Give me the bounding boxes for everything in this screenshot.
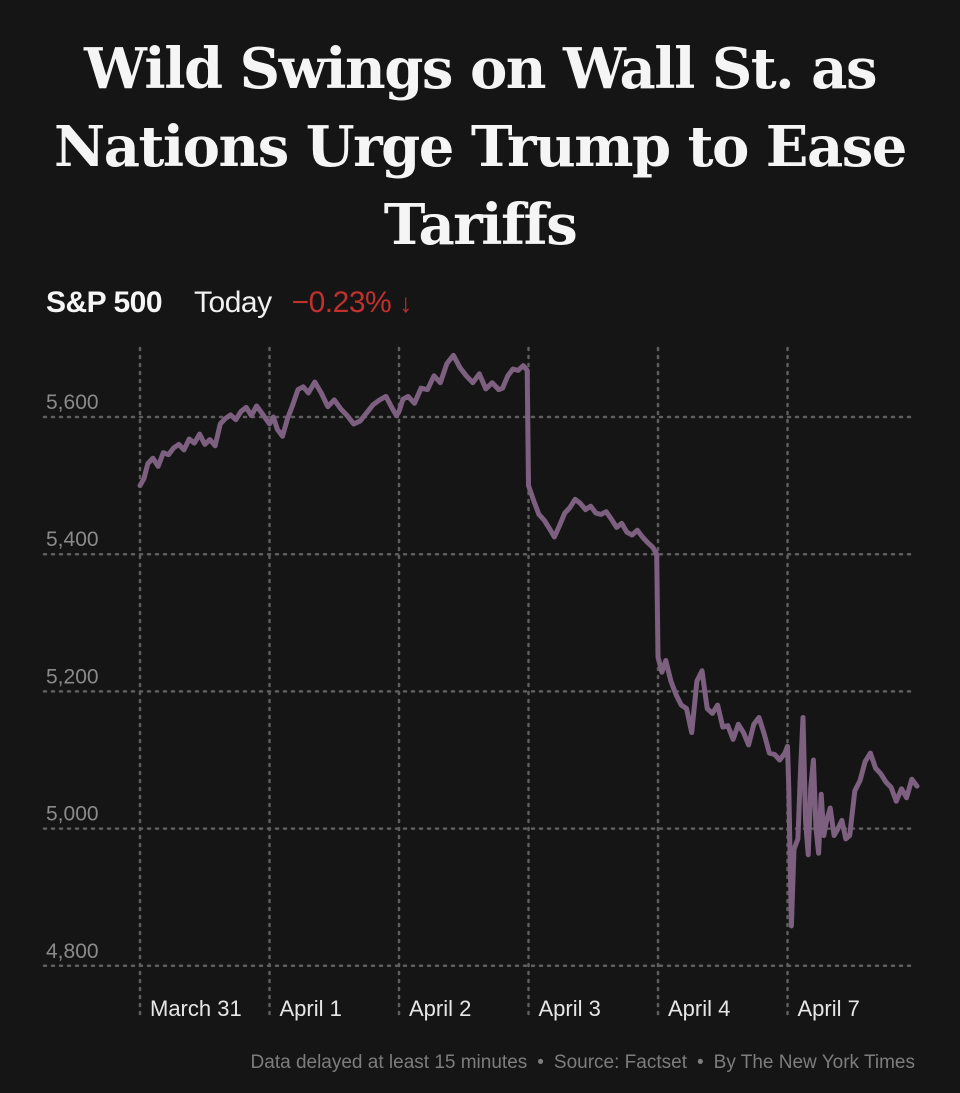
x-tick-label: March 31 bbox=[150, 996, 242, 1021]
axis-labels: 4,800 5,000 5,200 5,400 5,600 March 31 April 1… bbox=[46, 391, 860, 1021]
credit-note: By The New York Times bbox=[713, 1052, 915, 1073]
down-arrow-icon: ↓ bbox=[399, 288, 413, 318]
y-tick-label: 4,800 bbox=[46, 940, 99, 963]
price-line bbox=[137, 352, 920, 929]
footer: Data delayed at least 15 minutes • Source:… bbox=[251, 1052, 915, 1074]
separator-dot: • bbox=[537, 1052, 544, 1073]
index-name: S&P 500 bbox=[46, 286, 163, 319]
y-tick-label: 5,000 bbox=[46, 803, 99, 826]
x-tick-label: April 7 bbox=[798, 996, 860, 1021]
quote-header: S&P 500 Today −0.23% ↓ bbox=[46, 286, 412, 326]
source-note: Source: Factset bbox=[553, 1052, 687, 1073]
grid-layer bbox=[42, 346, 916, 1020]
x-tick-label: April 1 bbox=[280, 996, 342, 1021]
headline: Wild Swings on Wall St. as Nations Urge … bbox=[54, 36, 907, 258]
delay-note: Data delayed at least 15 minutes bbox=[250, 1052, 528, 1073]
y-tick-label: 5,600 bbox=[46, 391, 99, 414]
change-percent: −0.23% bbox=[291, 286, 392, 319]
series-layer bbox=[137, 352, 920, 929]
y-tick-label: 5,200 bbox=[46, 665, 99, 688]
x-tick-label: April 4 bbox=[668, 996, 730, 1021]
y-tick-label: 5,400 bbox=[46, 528, 99, 551]
period-label: Today bbox=[194, 286, 272, 319]
x-tick-label: April 3 bbox=[539, 996, 601, 1021]
x-tick-label: April 2 bbox=[409, 996, 471, 1021]
separator-dot: • bbox=[696, 1052, 704, 1073]
